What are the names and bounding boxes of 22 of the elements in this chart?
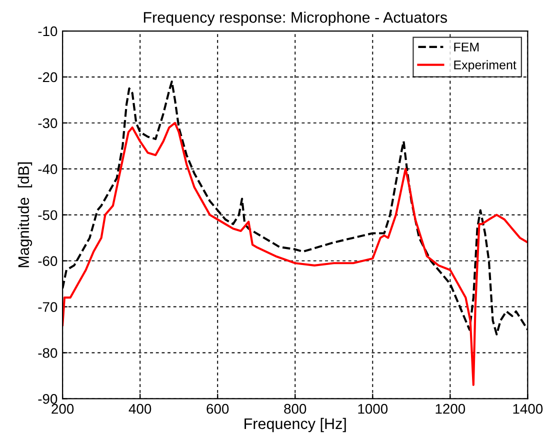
x-tick-label: 1000 (358, 404, 388, 414)
legend-label: FEM (454, 42, 479, 52)
x-tick-label: 1200 (436, 404, 466, 414)
x-tick-label: 600 (206, 404, 229, 414)
line-series (62, 122, 528, 386)
x-tick-label: 800 (284, 404, 306, 414)
y-axis-title: Magnitude [dB] (18, 162, 32, 268)
y-tick-label: -50 (38, 210, 58, 220)
y-tick-label: -60 (38, 256, 58, 266)
chart-title: Frequency response: Microphone - Actuators (144, 12, 448, 26)
x-tick-label: 200 (52, 404, 74, 414)
x-axis-title: Frequency [Hz] (244, 418, 346, 432)
y-tick-label: -40 (38, 164, 58, 174)
y-tick-label: -10 (38, 26, 58, 36)
y-tick-label: -90 (38, 394, 58, 404)
y-tick-label: -80 (38, 348, 58, 358)
y-tick-label: -30 (38, 118, 58, 128)
y-tick-label: -20 (38, 72, 58, 82)
x-tick-label: 1400 (513, 404, 543, 414)
y-tick-label: -70 (38, 302, 58, 312)
legend-label: Experiment (454, 60, 516, 72)
x-tick-label: 400 (128, 404, 152, 414)
